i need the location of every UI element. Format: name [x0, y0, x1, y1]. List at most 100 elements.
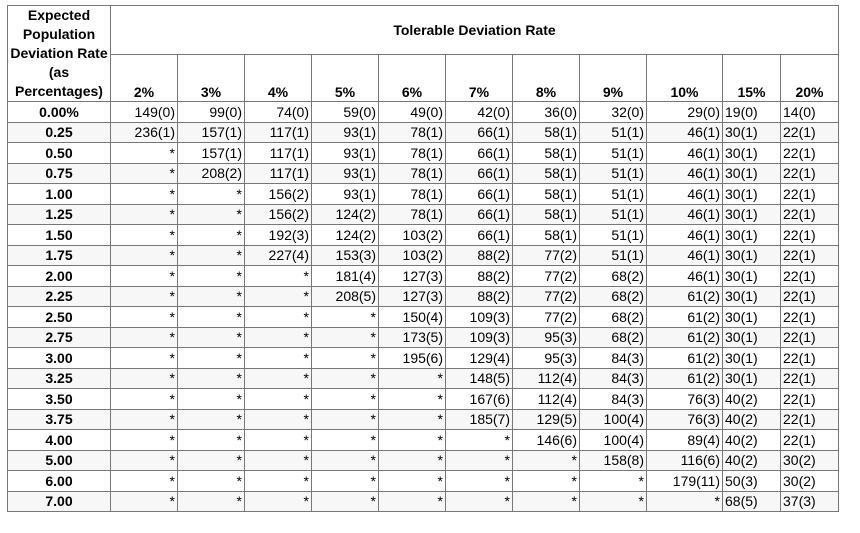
table-cell: 100(4)	[579, 408, 647, 430]
table-cell: *	[244, 347, 312, 369]
table-cell: 46(1)	[646, 265, 723, 287]
sample-size-table: Expected Population Deviation Rate (as P…	[7, 4, 839, 512]
table-cell: 109(3)	[445, 326, 513, 348]
table-cell: 42(0)	[445, 101, 513, 123]
table-cell: *	[177, 203, 245, 225]
table-cell: *	[244, 449, 312, 471]
table-cell: *	[177, 367, 245, 389]
table-cell: 68(2)	[579, 285, 647, 307]
table-cell: *	[244, 388, 312, 410]
table-row: 3.25 * * * * * 148(5) 112(4) 84(3) 61(2) 30(1) 22(1…	[7, 367, 839, 389]
table-cell: 22(1)	[780, 326, 839, 348]
table-row: 2.75 * * * * 173(5) 109(3) 95(3) 68(2) 61(2) 30(1)…	[7, 326, 839, 348]
table-cell: 236(1)	[110, 121, 178, 143]
table-cell: *	[177, 244, 245, 266]
table-cell: *	[177, 449, 245, 471]
column-header: 2%	[110, 54, 178, 102]
table-cell: 30(1)	[722, 326, 781, 348]
column-header: 4%	[244, 54, 312, 102]
row-header: 1.25	[7, 203, 111, 225]
table-cell: 51(1)	[579, 224, 647, 246]
table-cell: 84(3)	[579, 347, 647, 369]
table-cell: 117(1)	[244, 121, 312, 143]
table-cell: *	[110, 244, 178, 266]
table-cell: 30(1)	[722, 244, 781, 266]
table-row: 2.50 * * * * 150(4) 109(3) 77(2) 68(2) 61(2) 30(1)…	[7, 306, 839, 328]
table-cell: 30(2)	[780, 449, 839, 471]
table-cell: 22(1)	[780, 408, 839, 430]
table-cell: 58(1)	[512, 224, 580, 246]
table-cell: 32(0)	[579, 101, 647, 123]
table-cell: 124(2)	[311, 224, 379, 246]
table-cell: *	[311, 408, 379, 430]
table-cell: 78(1)	[378, 203, 446, 225]
table-cell: 68(2)	[579, 326, 647, 348]
table-cell: *	[378, 388, 446, 410]
table-row: 2.25 * * * 208(5) 127(3) 88(2) 77(2) 68(2) 61(2) 3…	[7, 285, 839, 307]
table-cell: 30(1)	[722, 142, 781, 164]
table-cell: *	[311, 429, 379, 451]
table-cell: *	[110, 408, 178, 430]
table-cell: *	[177, 347, 245, 369]
table-cell: 66(1)	[445, 121, 513, 143]
table-cell: 78(1)	[378, 183, 446, 205]
table-cell: 78(1)	[378, 121, 446, 143]
table-cell: 95(3)	[512, 347, 580, 369]
table-cell: *	[311, 367, 379, 389]
table-cell: *	[244, 490, 312, 512]
corner-header: Expected Population Deviation Rate (as P…	[7, 5, 111, 102]
table-cell: *	[177, 326, 245, 348]
table-cell: *	[244, 285, 312, 307]
row-header: 0.50	[7, 142, 111, 164]
table-cell: *	[177, 224, 245, 246]
table-cell: *	[311, 326, 379, 348]
table-cell: *	[244, 367, 312, 389]
row-header: 5.00	[7, 449, 111, 471]
table-cell: 157(1)	[177, 142, 245, 164]
table-cell: 68(2)	[579, 306, 647, 328]
table-cell: *	[378, 490, 446, 512]
row-header: 2.75	[7, 326, 111, 348]
row-header: 2.50	[7, 306, 111, 328]
table-cell: 22(1)	[780, 203, 839, 225]
table-cell: *	[177, 408, 245, 430]
table-cell: *	[244, 470, 312, 492]
table-cell: 59(0)	[311, 101, 379, 123]
table-cell: 117(1)	[244, 162, 312, 184]
table-cell: 30(2)	[780, 470, 839, 492]
table-cell: 40(2)	[722, 429, 781, 451]
column-header: 20%	[780, 54, 839, 102]
table-cell: *	[177, 470, 245, 492]
table-cell: 66(1)	[445, 224, 513, 246]
table-cell: *	[110, 347, 178, 369]
table-cell: *	[244, 408, 312, 430]
table-cell: *	[110, 429, 178, 451]
table-cell: 51(1)	[579, 162, 647, 184]
table-cell: 156(2)	[244, 183, 312, 205]
table-cell: 88(2)	[445, 265, 513, 287]
table-cell: *	[378, 367, 446, 389]
table-cell: *	[110, 306, 178, 328]
table-cell: *	[110, 326, 178, 348]
table-cell: 116(6)	[646, 449, 723, 471]
table-cell: 149(0)	[110, 101, 178, 123]
table-cell: *	[512, 490, 580, 512]
table-cell: 95(3)	[512, 326, 580, 348]
table-cell: 173(5)	[378, 326, 446, 348]
table-row: 0.00% 149(0) 99(0) 74(0) 59(0) 49(0) 42(0) 36(0…	[7, 101, 839, 123]
table-cell: *	[445, 490, 513, 512]
table-row: 1.50 * * 192(3) 124(2) 103(2) 66(1) 58(1) 51(1) 4…	[7, 224, 839, 246]
table-cell: 37(3)	[780, 490, 839, 512]
table-cell: 99(0)	[177, 101, 245, 123]
table-cell: *	[445, 449, 513, 471]
table-cell: 192(3)	[244, 224, 312, 246]
row-header: 0.00%	[7, 101, 111, 123]
table-cell: 46(1)	[646, 121, 723, 143]
table-body: 0.00% 149(0) 99(0) 74(0) 59(0) 49(0) 42(0) 36(0…	[7, 101, 839, 512]
table-cell: 129(4)	[445, 347, 513, 369]
table-cell: 51(1)	[579, 244, 647, 266]
header-row-top: Expected Population Deviation Rate (as P…	[7, 4, 839, 102]
table-row: 5.00 * * * * * * * 158(8) 116(6) 40(2) 30(2)	[7, 449, 839, 471]
column-header-row: 2% 3% 4% 5% 6% 7% 8% 9% 10% 15% 20%	[8, 54, 839, 102]
table-cell: 22(1)	[780, 265, 839, 287]
